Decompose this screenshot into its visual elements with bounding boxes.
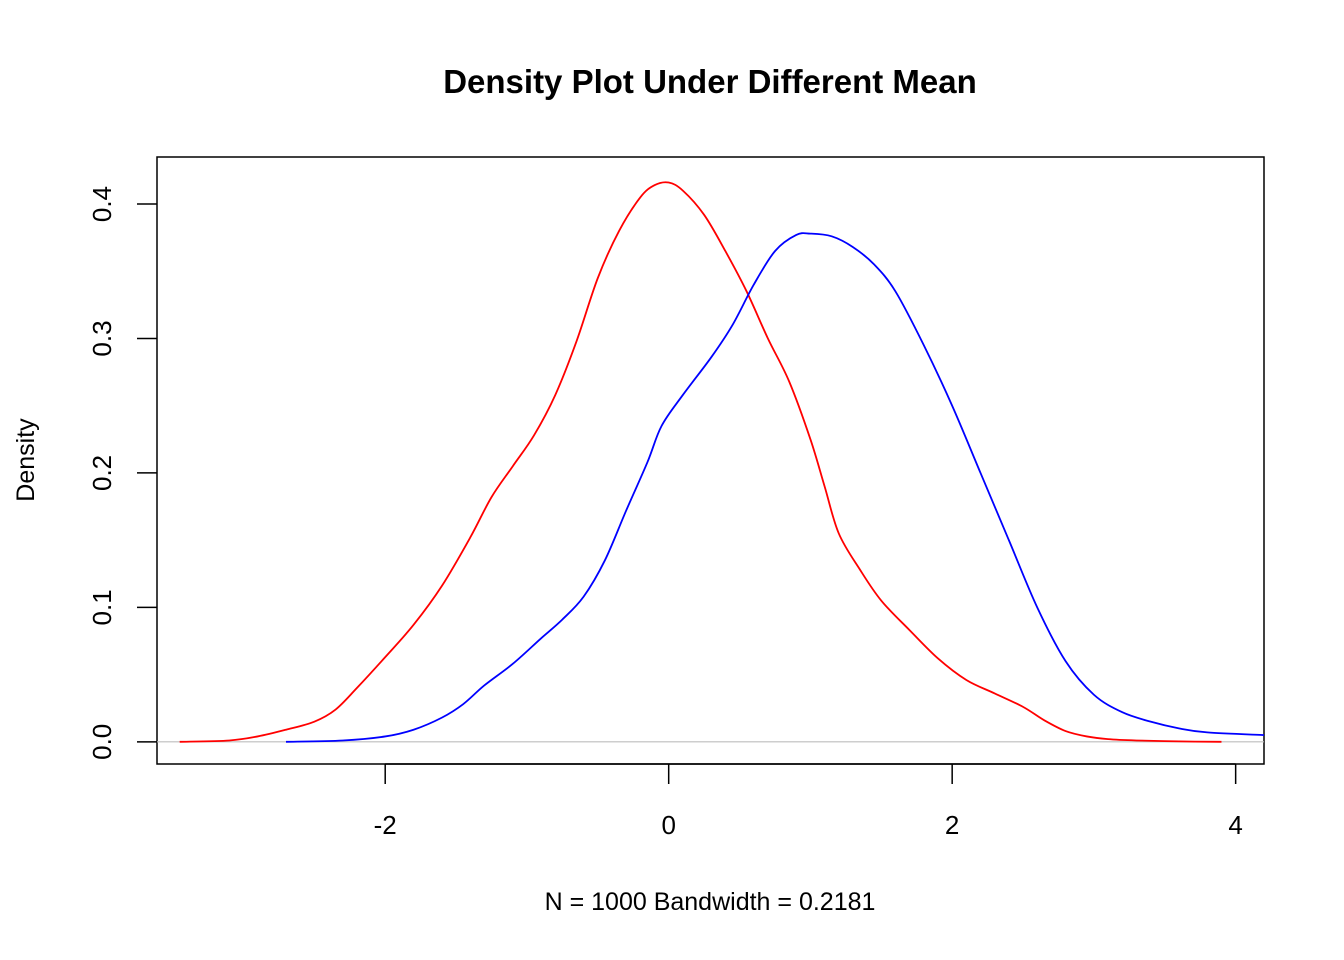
y-tick-label: 0.2 bbox=[87, 455, 117, 491]
density-line-2 bbox=[285, 232, 1265, 743]
density-line-1 bbox=[179, 181, 1222, 743]
x-axis-label: N = 1000 Bandwidth = 0.2181 bbox=[545, 888, 876, 916]
x-tick-label: 4 bbox=[1228, 810, 1242, 840]
y-tick-label: 0.4 bbox=[87, 186, 117, 222]
x-axis: -2 0 2 4 bbox=[374, 763, 1243, 840]
y-axis-label: Density bbox=[12, 418, 40, 502]
y-tick-label: 0.0 bbox=[87, 724, 117, 760]
x-tick-label: 0 bbox=[661, 810, 675, 840]
y-axis: 0.0 0.1 0.2 0.3 0.4 bbox=[87, 186, 157, 760]
x-tick-label: -2 bbox=[374, 810, 397, 840]
chart-title: Density Plot Under Different Mean bbox=[443, 63, 977, 100]
series-layer bbox=[179, 181, 1265, 743]
x-tick-label: 2 bbox=[945, 810, 959, 840]
y-tick-label: 0.3 bbox=[87, 320, 117, 356]
y-tick-label: 0.1 bbox=[87, 589, 117, 625]
